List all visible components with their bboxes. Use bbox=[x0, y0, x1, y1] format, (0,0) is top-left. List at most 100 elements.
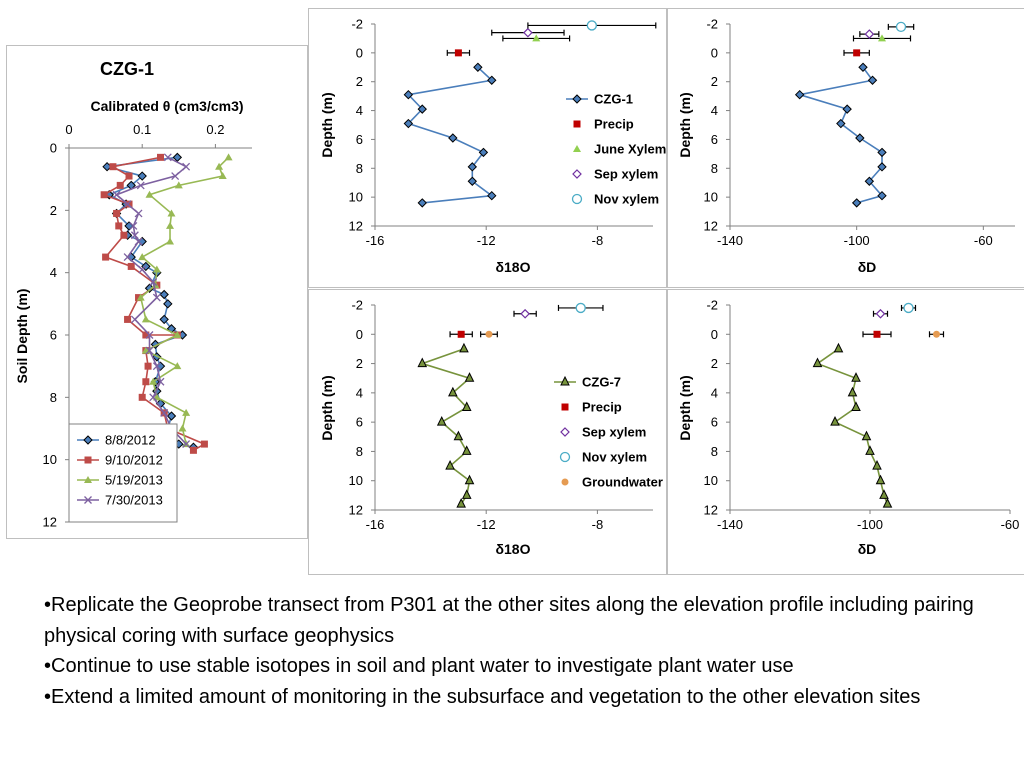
data-point bbox=[123, 200, 132, 209]
data-point bbox=[125, 200, 133, 208]
y-tick-label: 4 bbox=[50, 265, 57, 280]
legend-marker bbox=[560, 375, 570, 386]
data-point bbox=[174, 181, 183, 189]
point-x-stroke bbox=[138, 265, 147, 274]
data-point bbox=[851, 372, 861, 382]
y-tick-label: 0 bbox=[711, 45, 718, 60]
y-tick-label: 8 bbox=[50, 390, 57, 405]
y-tick-label: 0 bbox=[356, 327, 363, 342]
point-x-stroke bbox=[123, 200, 132, 209]
data-point bbox=[459, 342, 469, 353]
data-point bbox=[112, 190, 121, 199]
data-point bbox=[127, 262, 135, 270]
data-point bbox=[877, 190, 887, 201]
series-precip bbox=[862, 330, 892, 338]
data-point bbox=[141, 315, 150, 323]
czg1-moisture-chart: 0 2 4 6 8 10 12 0 0.1 0.2 CZG-1 Calibrated θ (cm3/c… bbox=[14, 59, 252, 530]
y-tick-label: 4 bbox=[356, 103, 363, 118]
data-point bbox=[129, 221, 138, 230]
data-point bbox=[453, 430, 464, 441]
data-point bbox=[830, 416, 840, 426]
data-point bbox=[166, 411, 177, 421]
legend-marker bbox=[573, 145, 581, 152]
data-point bbox=[467, 176, 478, 186]
legend-item: Precip bbox=[573, 117, 634, 132]
data-point bbox=[858, 62, 868, 72]
y-tick-label: 6 bbox=[356, 132, 363, 147]
y-tick-label: 12 bbox=[704, 503, 718, 518]
legend-marker bbox=[561, 478, 569, 486]
czg1-dd-chart: -2 0 2 4 6 8 10 12-140 -100 -60 δD Depth (m) bbox=[677, 17, 1015, 275]
data-point bbox=[851, 198, 862, 208]
y-tick-label: 6 bbox=[711, 132, 718, 147]
data-point bbox=[877, 162, 887, 172]
series-nov-xylem bbox=[887, 21, 915, 33]
data-point bbox=[123, 253, 132, 262]
y-tick-label: 8 bbox=[711, 444, 718, 459]
data-point bbox=[166, 221, 175, 229]
y-tick-label: 2 bbox=[356, 356, 363, 371]
data-point bbox=[586, 20, 597, 31]
legend-item: Nov xylem bbox=[571, 192, 659, 207]
data-point bbox=[853, 49, 861, 57]
y-tick-label: 4 bbox=[356, 385, 363, 400]
y-tick-label: 12 bbox=[704, 219, 718, 234]
legend: CZG-7 Precip Sep xylem Nov xylem Groundwater bbox=[554, 375, 663, 490]
legend-label: Precip bbox=[594, 117, 634, 132]
chart-panel-czg7-d18o: -2 0 2 4 6 8 10 12 -16 -12 -8 δ18O Depth (m) CZG-7 Pre… bbox=[308, 289, 667, 575]
data-point bbox=[157, 153, 164, 161]
data-point bbox=[457, 330, 465, 338]
x-tick-label: -8 bbox=[592, 233, 604, 248]
point-x-stroke bbox=[160, 408, 169, 417]
data-point bbox=[163, 299, 173, 309]
data-point bbox=[215, 162, 224, 170]
point-x-stroke bbox=[112, 190, 121, 199]
data-point bbox=[120, 231, 128, 239]
y-tick-label: 2 bbox=[50, 203, 57, 218]
data-point bbox=[137, 171, 147, 181]
data-point bbox=[532, 34, 541, 42]
legend-marker bbox=[84, 456, 92, 464]
data-point bbox=[448, 133, 458, 143]
series-line bbox=[102, 156, 207, 452]
point-x-stroke bbox=[149, 393, 158, 402]
data-point bbox=[145, 346, 154, 355]
series-line bbox=[406, 66, 494, 204]
series-czg-7 bbox=[417, 342, 475, 508]
data-point bbox=[152, 293, 161, 302]
legend-marker bbox=[573, 120, 581, 128]
data-point bbox=[851, 401, 861, 411]
y-axis-label: Soil Depth (m) bbox=[14, 289, 30, 384]
y-tick-label: 6 bbox=[711, 415, 718, 430]
data-point bbox=[109, 163, 117, 171]
legend-item: Sep xylem bbox=[572, 167, 658, 182]
data-point bbox=[167, 209, 176, 217]
legend-marker bbox=[560, 427, 570, 437]
data-point bbox=[173, 331, 182, 338]
data-point bbox=[933, 330, 940, 338]
series-precip bbox=[446, 49, 471, 57]
legend-marker bbox=[84, 496, 92, 504]
series-7-30-2013 bbox=[112, 153, 191, 449]
y-tick-label: 0 bbox=[50, 141, 57, 156]
chart-panel-czg1-dd: -2 0 2 4 6 8 10 12 -140 -100 -60 δD Depth (m) bbox=[667, 8, 1024, 288]
data-point bbox=[224, 153, 233, 161]
czg1-d18o-chart: -2 0 2 4 6 8 10 12-16 -12 -8 δ18O Depth (m) CZG-1 Pre… bbox=[319, 17, 666, 276]
point-x-stroke bbox=[129, 221, 138, 230]
y-tick-label: 8 bbox=[356, 444, 363, 459]
data-point bbox=[445, 459, 455, 470]
point-x-stroke bbox=[145, 346, 154, 355]
legend-item: 7/30/2013 bbox=[77, 493, 163, 508]
x-tick-label: 0.1 bbox=[133, 122, 151, 137]
y-tick-label: 6 bbox=[356, 415, 363, 430]
chart-panel-czg1-d18o: -2 0 2 4 6 8 10 12 -16 -12 -8 δ18O Depth (m) CZG-1 Pre… bbox=[308, 8, 667, 288]
x-tick-label: -16 bbox=[366, 517, 385, 532]
legend-item: CZG-1 bbox=[566, 92, 633, 107]
series-june-xylem bbox=[852, 34, 912, 42]
y-tick-label: 2 bbox=[711, 356, 718, 371]
data-point bbox=[478, 147, 489, 158]
y-tick-label: 12 bbox=[349, 219, 363, 234]
x-tick-label: -140 bbox=[717, 517, 743, 532]
chart-panel-czg1-moisture: 0 2 4 6 8 10 12 0 0.1 0.2 CZG-1 Calibrated θ (cm3/c… bbox=[6, 45, 308, 539]
y-tick-label: 4 bbox=[711, 103, 718, 118]
